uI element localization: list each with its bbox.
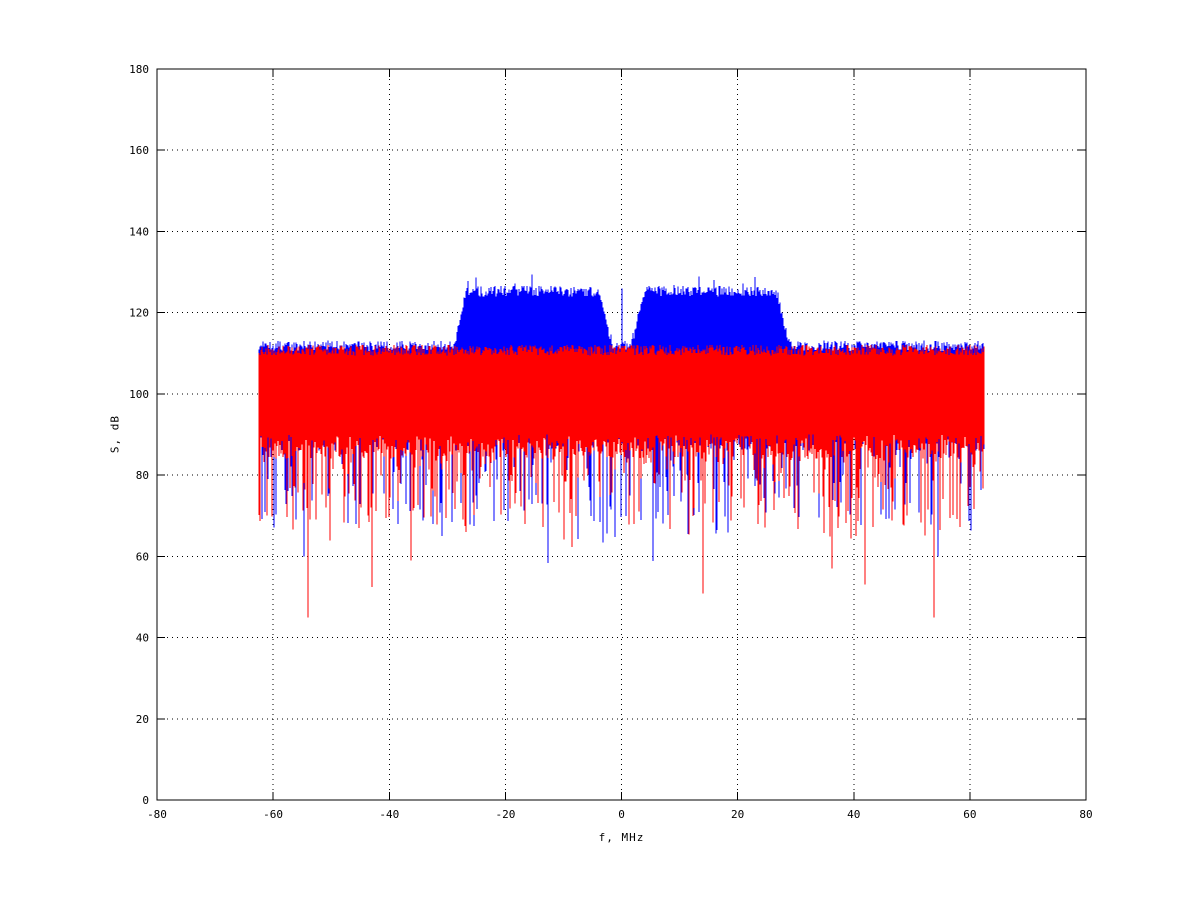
x-tick-label: 60 [963,808,976,821]
x-tick-label: -40 [379,808,399,821]
y-axis-label: S, dB [108,414,122,454]
noise-spectrum [258,344,985,618]
y-tick-label: 0 [142,794,149,807]
y-tick-label: 180 [129,63,149,76]
y-tick-label: 80 [136,469,149,482]
y-tick-label: 40 [136,632,149,645]
x-axis-label: f, MHz [598,831,645,844]
y-tick-label: 20 [136,713,149,726]
x-tick-label: 20 [731,808,744,821]
y-tick-label: 60 [136,550,149,563]
y-tick-label: 100 [129,388,149,401]
x-tick-label: 40 [847,808,860,821]
x-tick-label: 0 [618,808,625,821]
x-tick-label: -20 [495,808,515,821]
y-tick-label: 120 [129,307,149,320]
x-tick-label: 80 [1079,808,1092,821]
y-tick-label: 140 [129,225,149,238]
x-tick-label: -80 [147,808,167,821]
y-tick-label: 160 [129,144,149,157]
x-tick-label: -60 [263,808,283,821]
